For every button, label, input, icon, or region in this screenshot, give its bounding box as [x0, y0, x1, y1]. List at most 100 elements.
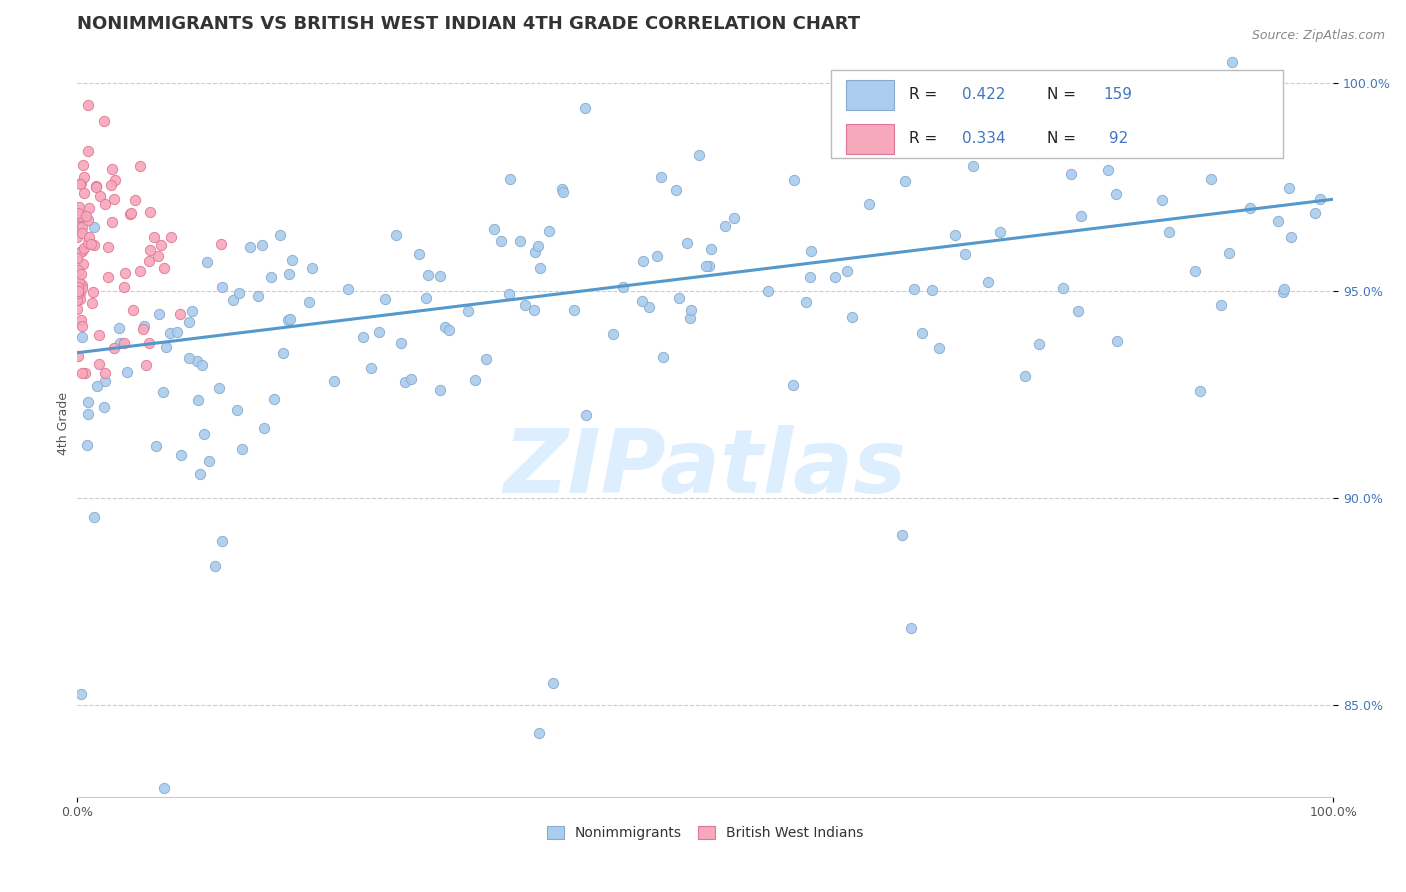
Point	[67, 280, 90, 294]
Point	[1157, 225, 1180, 239]
Point	[437, 323, 460, 337]
Point	[67, 274, 90, 288]
Point	[97, 270, 120, 285]
Point	[631, 254, 654, 268]
Point	[67, 268, 90, 283]
Point	[574, 101, 596, 115]
Point	[782, 378, 804, 392]
Point	[169, 448, 191, 462]
Point	[77, 230, 100, 244]
Y-axis label: 4th Grade: 4th Grade	[58, 392, 70, 455]
Point	[250, 238, 273, 252]
Point	[134, 318, 156, 333]
Point	[82, 285, 104, 299]
Point	[1097, 162, 1119, 177]
Point	[138, 254, 160, 268]
Point	[188, 467, 211, 482]
Point	[69, 244, 91, 259]
Point	[66, 282, 89, 296]
Point	[72, 257, 94, 271]
Point	[1189, 384, 1212, 398]
Point	[70, 687, 93, 701]
Point	[77, 201, 100, 215]
Point	[394, 375, 416, 389]
Point	[281, 252, 304, 267]
Point	[104, 173, 127, 187]
Point	[928, 341, 950, 355]
Point	[515, 298, 537, 312]
Point	[337, 282, 360, 296]
Point	[66, 230, 89, 244]
Point	[67, 275, 90, 289]
Point	[226, 402, 249, 417]
Point	[112, 280, 135, 294]
Point	[1309, 192, 1331, 206]
Point	[108, 336, 131, 351]
Point	[208, 380, 231, 394]
Point	[858, 197, 880, 211]
Point	[89, 357, 111, 371]
Point	[837, 263, 859, 277]
Point	[69, 285, 91, 300]
Text: N =: N =	[1047, 87, 1081, 103]
Point	[385, 227, 408, 242]
Point	[921, 284, 943, 298]
Point	[83, 509, 105, 524]
Point	[177, 351, 200, 365]
Point	[66, 293, 89, 307]
Point	[1052, 280, 1074, 294]
Point	[128, 264, 150, 278]
Point	[794, 295, 817, 310]
Point	[77, 236, 100, 251]
Point	[699, 243, 721, 257]
Point	[575, 409, 598, 423]
Point	[80, 237, 103, 252]
Point	[76, 145, 98, 159]
Point	[75, 367, 97, 381]
Point	[84, 179, 107, 194]
Point	[475, 351, 498, 366]
Point	[138, 335, 160, 350]
Point	[70, 281, 93, 295]
Point	[263, 392, 285, 406]
Point	[89, 189, 111, 203]
Point	[148, 306, 170, 320]
Point	[269, 227, 291, 242]
Point	[66, 262, 89, 277]
Point	[1105, 187, 1128, 202]
Point	[66, 264, 89, 278]
Point	[523, 245, 546, 260]
Point	[84, 179, 107, 194]
Point	[66, 286, 89, 301]
Point	[841, 310, 863, 325]
Point	[152, 260, 174, 275]
Point	[149, 237, 172, 252]
Point	[695, 259, 717, 273]
Point	[551, 185, 574, 199]
Point	[271, 345, 294, 359]
Text: ZIPatlas: ZIPatlas	[503, 425, 907, 512]
Point	[70, 318, 93, 333]
Point	[177, 315, 200, 329]
Point	[76, 438, 98, 452]
Text: 159: 159	[1104, 87, 1132, 103]
Point	[278, 312, 301, 326]
Point	[211, 280, 233, 294]
Point	[482, 221, 505, 235]
FancyBboxPatch shape	[846, 79, 894, 110]
Point	[800, 244, 823, 259]
Point	[75, 209, 97, 223]
Text: 92: 92	[1104, 131, 1128, 146]
Point	[713, 219, 735, 233]
Point	[894, 174, 917, 188]
Point	[1028, 336, 1050, 351]
Point	[498, 171, 520, 186]
Point	[679, 310, 702, 325]
Point	[630, 294, 652, 309]
Point	[360, 360, 382, 375]
Point	[153, 781, 176, 796]
Point	[160, 230, 183, 244]
Point	[1152, 193, 1174, 207]
Point	[143, 230, 166, 244]
Point	[562, 303, 585, 318]
